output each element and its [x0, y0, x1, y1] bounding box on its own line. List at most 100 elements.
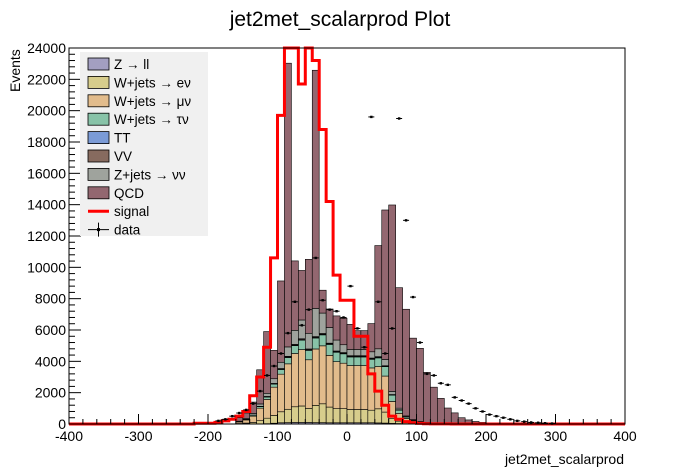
bar-1-19 [367, 409, 376, 424]
bar-1-10 [304, 408, 313, 423]
legend-label-5: VV [114, 149, 132, 164]
x-tick-label-8: 400 [613, 428, 637, 444]
bar-7-29 [437, 398, 445, 424]
data-marker-23 [377, 300, 380, 303]
bar-2-6 [277, 373, 285, 413]
bar-1-18 [360, 409, 369, 424]
bar-3-9 [298, 339, 306, 350]
y-tick-label-5: 10000 [27, 259, 66, 275]
data-marker-0 [217, 419, 220, 423]
bar-7-30 [443, 407, 452, 424]
data-marker-19 [349, 284, 352, 288]
x-tick-label-2: -200 [194, 428, 222, 444]
x-tick-label-6: 200 [474, 428, 498, 444]
bar-2-11 [311, 348, 320, 406]
bar-3-17 [353, 356, 362, 366]
legend-swatch-0 [87, 57, 110, 71]
legend-swatch-7 [87, 186, 110, 200]
data-marker-31 [432, 374, 436, 377]
bar-7-15 [339, 317, 348, 346]
bar-2-13 [325, 355, 334, 408]
y-tick-label-12: 24000 [27, 40, 66, 56]
bar-1-4 [263, 417, 271, 424]
legend-label-6: Z+jets → νν [114, 167, 186, 182]
data-marker-27 [404, 219, 408, 222]
bar-2-8 [291, 353, 299, 408]
legend-label-4: TT [114, 131, 131, 146]
bar-7-5 [270, 350, 278, 380]
data-marker-12 [300, 324, 304, 327]
data-marker-22 [370, 115, 373, 119]
bar-7-13 [325, 308, 334, 328]
data-points [215, 115, 556, 425]
bar-1-16 [346, 409, 355, 424]
y-tick-label-2: 4000 [35, 353, 66, 369]
data-marker-24 [384, 352, 387, 355]
data-marker-30 [425, 372, 429, 376]
x-tick-label-3: -100 [263, 428, 291, 444]
bar-1-13 [325, 406, 334, 424]
bar-7-21 [381, 209, 389, 360]
bar-7-27 [423, 372, 431, 423]
legend-swatch-1 [87, 76, 110, 89]
data-marker-5 [251, 402, 255, 405]
data-marker-40 [495, 414, 498, 418]
legend-swatch-2 [87, 94, 110, 108]
bar-6-6 [277, 361, 285, 369]
y-tick-label-3: 6000 [35, 322, 66, 338]
data-marker-21 [363, 346, 366, 349]
data-marker-46 [536, 421, 540, 424]
bar-7-7 [284, 62, 292, 348]
bar-2-9 [298, 349, 306, 407]
data-marker-29 [418, 341, 422, 344]
legend-label-9: data [114, 223, 141, 238]
data-marker-42 [509, 418, 512, 421]
data-marker-14 [314, 256, 317, 260]
legend-label-2: W+jets → μν [114, 94, 191, 109]
data-marker-33 [446, 383, 449, 387]
x-tick-label-1: -300 [124, 428, 152, 444]
y-tick-label-11: 22000 [27, 71, 66, 87]
data-marker-11 [293, 300, 297, 303]
x-tick-label-0: -400 [55, 428, 83, 444]
x-tick-label-5: 100 [405, 428, 429, 444]
bar-6-15 [339, 344, 348, 353]
y-tick-label-8: 16000 [27, 165, 66, 181]
data-marker-47 [543, 422, 547, 425]
bar-7-22 [388, 204, 396, 392]
legend-label-3: W+jets → τν [114, 112, 189, 127]
bar-7-31 [450, 412, 459, 425]
data-marker-41 [502, 416, 505, 419]
data-marker-35 [460, 399, 463, 402]
bar-3-21 [381, 366, 389, 377]
bar-7-20 [374, 245, 383, 350]
bar-1-3 [256, 420, 264, 425]
bar-2-14 [332, 361, 341, 409]
bar-1-20 [374, 408, 383, 424]
bar-2-10 [304, 359, 313, 409]
legend: Z → ll W+jets → eν W+jets → μν W+jets → τν T… [80, 52, 208, 238]
bar-7-24 [402, 308, 410, 417]
bar-6-5 [270, 378, 278, 384]
data-marker-36 [467, 402, 470, 405]
bar-1-8 [291, 406, 299, 423]
data-marker-18 [342, 316, 345, 319]
bar-6-22 [388, 391, 396, 395]
data-marker-2 [231, 414, 234, 418]
bar-1-9 [298, 405, 306, 423]
legend-label-0: Z → ll [114, 57, 149, 72]
y-tick-label-10: 20000 [27, 103, 66, 119]
bar-6-7 [284, 346, 292, 357]
stacked-bars [235, 62, 528, 425]
bar-7-6 [277, 280, 285, 363]
bar-7-26 [416, 348, 424, 422]
bar-2-1 [242, 419, 250, 424]
bar-7-9 [298, 270, 306, 321]
data-marker-10 [286, 331, 290, 335]
data-marker-20 [356, 327, 359, 330]
bar-2-3 [256, 407, 264, 422]
bar-7-23 [395, 287, 403, 409]
bar-3-22 [388, 394, 396, 402]
bar-6-11 [311, 308, 320, 337]
data-marker-17 [335, 310, 338, 313]
